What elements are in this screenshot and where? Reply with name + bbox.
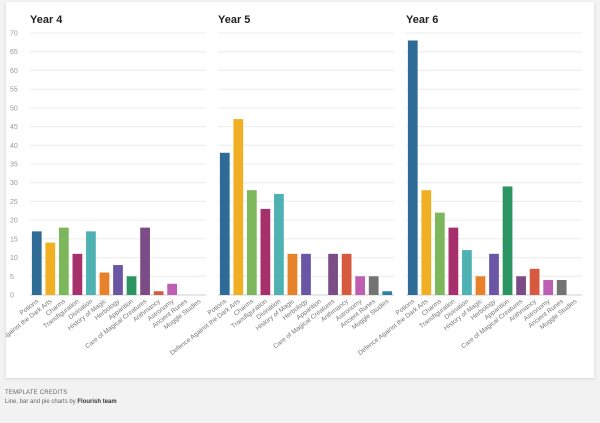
bar-transfiguration — [72, 253, 83, 295]
bar-astronomy — [355, 276, 366, 295]
bar-care-of-magical-creatures — [140, 227, 150, 295]
bar-charms — [246, 190, 257, 295]
bar-herbology — [301, 253, 311, 295]
y-tick-label: 50 — [10, 105, 18, 112]
bar-defence-against-the-dark-arts — [45, 242, 56, 295]
y-tick-label: 55 — [10, 87, 18, 94]
bar-apparition — [502, 186, 513, 295]
bar-arithmancy — [529, 268, 540, 295]
panel-title: Year 5 — [218, 14, 250, 26]
bar-muggle-studies — [382, 291, 393, 295]
y-tick-label: 30 — [10, 180, 18, 187]
bar-apparition — [126, 276, 137, 295]
y-tick-label: 0 — [10, 293, 14, 300]
bar-charms — [434, 212, 445, 295]
small-multiples-bar-chart: Year 40510152025303540455055606570Potion… — [6, 14, 582, 357]
y-tick-label: 5 — [10, 274, 14, 281]
bar-herbology — [489, 253, 499, 295]
y-tick-label: 20 — [10, 218, 18, 225]
template-credits: Template credits Line, bar and pie chart… — [5, 389, 117, 407]
y-tick-label: 70 — [10, 31, 18, 38]
y-tick-label: 15 — [10, 236, 18, 243]
bar-potions — [31, 231, 42, 295]
bar-history-of-magic — [475, 276, 486, 295]
y-tick-label: 65 — [10, 49, 18, 56]
bar-divination — [274, 193, 284, 295]
bar-history-of-magic — [287, 253, 298, 295]
bar-transfiguration — [448, 227, 459, 295]
bar-astronomy — [167, 283, 178, 295]
bar-potions — [219, 152, 230, 295]
y-tick-label: 45 — [10, 124, 18, 131]
bar-care-of-magical-creatures — [328, 253, 338, 295]
bar-ancient-runes — [368, 276, 379, 295]
credits-team-link[interactable]: Flourish team — [77, 399, 117, 405]
panel-title: Year 6 — [406, 14, 438, 26]
y-tick-label: 25 — [10, 199, 18, 206]
y-tick-label: 10 — [10, 255, 18, 262]
bar-arithmancy — [341, 253, 352, 295]
credits-heading: Template credits — [5, 390, 68, 396]
bar-transfiguration — [260, 208, 271, 295]
bar-defence-against-the-dark-arts — [233, 119, 244, 295]
bar-charms — [58, 227, 69, 295]
y-tick-label: 40 — [10, 143, 18, 150]
chart-card: Year 4 0 5 10 15 20 25 30 35 40 45 50 55 60 65 70 Potion… — [6, 2, 594, 378]
bar-divination — [86, 231, 96, 295]
panel-title: Year 4 — [30, 14, 63, 26]
bar-defence-against-the-dark-arts — [421, 190, 432, 295]
bar-potions — [407, 40, 418, 295]
bar-arithmancy — [153, 291, 164, 295]
y-tick-label: 35 — [10, 162, 18, 169]
bar-history-of-magic — [99, 272, 110, 295]
bar-ancient-runes — [556, 280, 567, 295]
bar-herbology — [113, 265, 123, 295]
bar-divination — [462, 250, 472, 295]
bar-care-of-magical-creatures — [516, 276, 526, 295]
bar-astronomy — [543, 280, 554, 295]
y-tick-label: 60 — [10, 68, 18, 75]
credits-text: Line, bar and pie charts by — [5, 399, 78, 405]
